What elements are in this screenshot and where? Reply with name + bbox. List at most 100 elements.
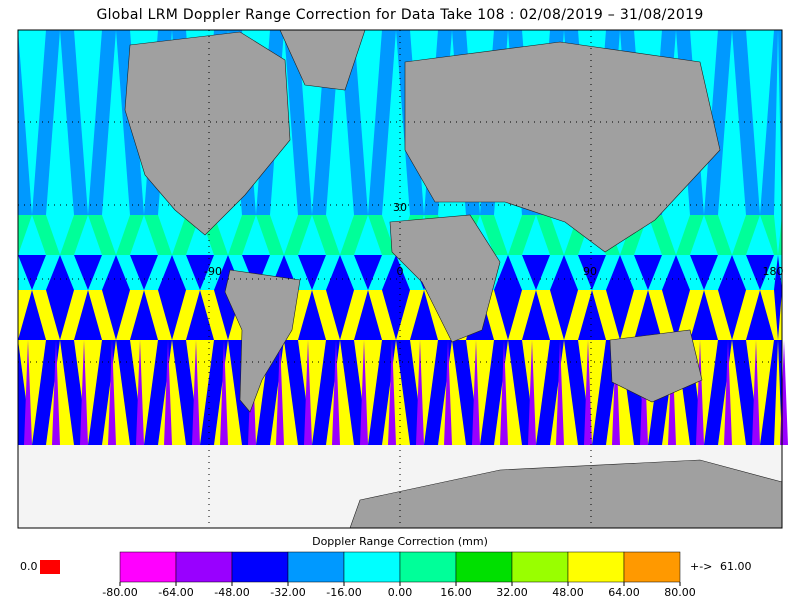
land-eurasia — [404, 41, 721, 253]
swath-triangle — [326, 290, 354, 340]
swath-triangle — [718, 290, 746, 340]
swath-triangle — [522, 290, 550, 340]
swath-triangle — [298, 255, 326, 290]
swath-triangle — [332, 340, 340, 445]
colorbar-tick-label: 48.00 — [552, 586, 584, 599]
swath-triangle — [662, 290, 690, 340]
swath-triangle — [774, 255, 782, 290]
swath-triangle — [326, 215, 354, 255]
colorbar-tick-label: -32.00 — [270, 586, 305, 599]
title: Global LRM Doppler Range Correction for … — [96, 7, 703, 23]
map-label: 180 — [763, 265, 784, 278]
map-label: 30 — [393, 201, 407, 214]
swath-triangle — [46, 290, 74, 340]
map-label: -90 — [204, 265, 222, 278]
swath-triangle — [102, 30, 130, 215]
swath-triangle — [550, 255, 578, 290]
colorbar-segment — [231, 551, 289, 583]
swath-triangle — [528, 340, 536, 445]
swath-triangle — [752, 340, 760, 445]
colorbar-segment — [623, 551, 681, 583]
swath-triangle — [220, 340, 228, 445]
swath-triangle — [612, 340, 620, 445]
swath-triangle — [690, 215, 718, 255]
swath-triangle — [18, 290, 46, 340]
colorbar-tick-label: 32.00 — [496, 586, 528, 599]
colorbar-segment — [343, 551, 401, 583]
swath-triangle — [46, 215, 74, 255]
graticule — [18, 30, 782, 528]
colorbar-segment — [119, 551, 177, 583]
colorbar-segment — [567, 551, 625, 583]
swath-triangle — [746, 290, 774, 340]
swath-triangle — [130, 215, 158, 255]
swath-triangle — [130, 255, 158, 290]
swath-triangle — [18, 30, 46, 215]
land-south-america — [224, 269, 301, 413]
swath-triangle — [52, 340, 60, 445]
colorbar-tick-label: -16.00 — [326, 586, 361, 599]
swath-triangle — [410, 340, 438, 445]
swath-triangle — [522, 340, 550, 445]
colorbar-tick-label: 80.00 — [664, 586, 696, 599]
swath-triangle — [24, 340, 32, 445]
colorbar: -80.00 -64.00 -48.00 -32.00 -16.00 0.00 16.00 3… — [102, 551, 696, 599]
swath-triangle — [388, 340, 396, 445]
swath-triangle — [298, 215, 326, 255]
swath-triangle — [606, 290, 634, 340]
swath-triangle — [242, 215, 270, 255]
swath-triangle — [46, 255, 74, 290]
swath-triangle — [80, 340, 88, 445]
swath-triangle — [746, 215, 774, 255]
swath-triangle — [746, 340, 774, 445]
swath-triangle — [746, 30, 774, 215]
swath-triangle — [354, 215, 382, 255]
swath-triangle — [696, 340, 704, 445]
swath-triangle — [304, 340, 312, 445]
swath-triangle — [522, 215, 550, 255]
swath-triangle — [550, 290, 578, 340]
swath-triangle — [556, 340, 564, 445]
colorbar-label: Doppler Range Correction (mm) — [312, 535, 488, 548]
swath-triangle — [158, 215, 186, 255]
swath-triangle — [360, 340, 368, 445]
swath-triangle — [444, 340, 452, 445]
swath-triangle — [136, 340, 144, 445]
swath-triangle — [74, 30, 102, 215]
swath-triangle — [494, 255, 522, 290]
land-australia — [609, 329, 703, 403]
swath-triangle — [298, 290, 326, 340]
swath-triangle — [74, 290, 102, 340]
swath-triangle — [416, 340, 424, 445]
colorbar-tick-label: -80.00 — [102, 586, 137, 599]
colorbar-segment — [399, 551, 457, 583]
swath-triangle — [74, 255, 102, 290]
swath-triangle — [634, 290, 662, 340]
swath-triangle — [298, 340, 326, 445]
swath-triangle — [634, 215, 662, 255]
swath-triangle — [130, 340, 158, 445]
colorbar-tick-label: 16.00 — [440, 586, 472, 599]
swath-triangle — [354, 340, 382, 445]
colorbar-tick-label: 64.00 — [608, 586, 640, 599]
swath-triangle — [18, 255, 46, 290]
colorbar-segment — [175, 551, 233, 583]
swath-triangle — [634, 255, 662, 290]
swath-triangle — [690, 290, 718, 340]
swath-triangle — [158, 290, 186, 340]
swath-triangle — [186, 255, 214, 290]
swath-triangle — [326, 30, 354, 215]
swath-triangle — [578, 255, 606, 290]
swath-triangle — [662, 255, 690, 290]
swath-triangle — [242, 255, 270, 290]
swath-triangle — [186, 215, 214, 255]
swath-triangle — [354, 255, 382, 290]
swath-triangle — [472, 340, 480, 445]
colorbar-segment — [455, 551, 513, 583]
swath-triangle — [494, 290, 522, 340]
swath-triangle — [746, 255, 774, 290]
swath-triangle — [718, 215, 746, 255]
swath-triangle — [158, 255, 186, 290]
swath-triangle — [578, 340, 606, 445]
